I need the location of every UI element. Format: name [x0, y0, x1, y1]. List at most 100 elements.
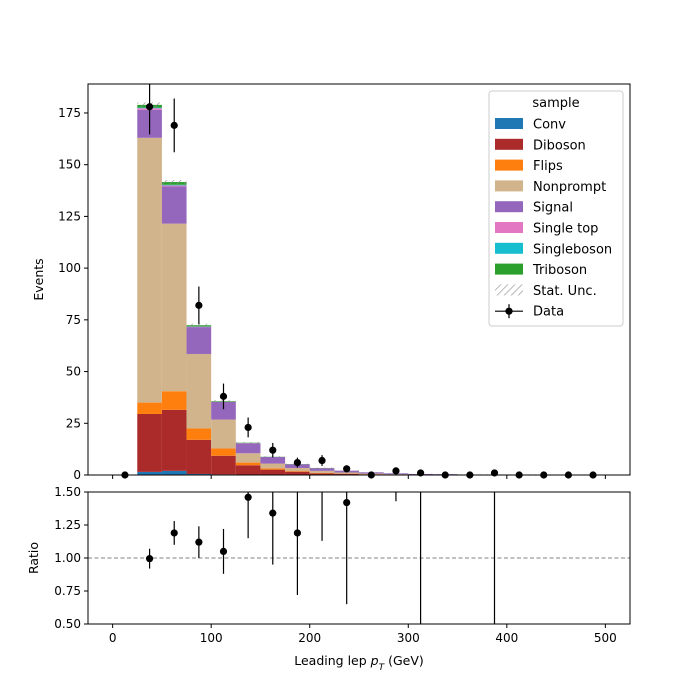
ratio-point-4: [244, 493, 252, 501]
legend-swatch-single-top: [495, 222, 523, 233]
ratio-point-3: [219, 547, 228, 556]
bar-diboson-bin-3: [186, 439, 212, 474]
data-point-11: [392, 467, 400, 475]
bar-diboson-bin-1: [137, 413, 162, 472]
data-point-4: [219, 392, 228, 400]
x-axis-label-main: Leading lep: [294, 653, 370, 668]
data-point-7: [293, 458, 302, 467]
main-y-tick-label-100: 100: [58, 261, 81, 275]
bar-nonprompt-bin-2: [161, 223, 187, 392]
data-point-8: [318, 456, 326, 465]
bar-flips-bin-1: [137, 402, 162, 414]
main-y-tick-label-125: 125: [58, 209, 81, 223]
x-axis-label-subscript: T: [379, 663, 386, 673]
ratio-point-6: [293, 529, 302, 537]
bar-signal-bin-5: [235, 443, 261, 454]
legend-swatch-flips: [495, 159, 523, 171]
legend-swatch-conv: [495, 118, 523, 129]
legend-label-nonprompt: Nonprompt: [533, 180, 606, 195]
ratio-y-tick-label-1: 0.75: [54, 584, 81, 598]
bar-nonprompt-bin-9: [334, 472, 359, 474]
data-point-6: [269, 446, 277, 454]
bar-diboson-bin-8: [309, 473, 335, 475]
ratio-x-tick-label-200: 200: [298, 631, 321, 645]
ratio-x-tick-label-300: 300: [397, 631, 420, 645]
bar-nonprompt-bin-1: [137, 137, 162, 403]
bar-conv-bin-2: [161, 470, 187, 475]
ratio-point-0: [145, 555, 154, 563]
bar-diboson-bin-2: [161, 409, 187, 471]
stat-unc-bin-8: [309, 467, 335, 469]
bar-conv-bin-3: [186, 473, 212, 475]
ratio-y-tick-label-2: 1.00: [54, 551, 81, 565]
ratio-y-ticks: 0.50 0.75 1.00 1.25 1.50: [54, 485, 88, 631]
stacked-bars: [137, 104, 557, 475]
legend-label-data: Data: [533, 305, 564, 320]
bar-flips-bin-6: [260, 468, 286, 470]
ratio-point-1: [170, 529, 178, 537]
legend: sample Conv Diboson Flips Nonprompt Signal Sin…: [488, 90, 624, 327]
stat-unc-bin-2: [161, 179, 187, 185]
bar-signal-bin-3: [186, 327, 212, 354]
ratio-x-ticks: 0 100 200 300 400 500: [109, 624, 617, 645]
data-point-3: [195, 301, 203, 309]
legend-label-triboson: Triboson: [532, 263, 587, 278]
bar-diboson-bin-6: [260, 469, 286, 475]
bar-flips-bin-7: [285, 471, 310, 472]
bar-flips-bin-2: [161, 391, 187, 410]
main-plot-frame: [87, 83, 631, 476]
data-point-1: [145, 103, 154, 111]
legend-title: sample: [532, 96, 579, 111]
y-axis-label: Events: [31, 258, 46, 300]
main-y-tick-label-75: 75: [66, 313, 81, 327]
legend-swatch-signal: [495, 201, 523, 213]
bar-signal-bin-6: [260, 457, 286, 464]
legend-label-signal: Signal: [533, 201, 573, 216]
x-axis-label-unit: (GeV): [384, 653, 424, 668]
bar-nonprompt-bin-7: [285, 467, 310, 472]
main-x-ticks: [112, 475, 606, 479]
bar-diboson-bin-9: [334, 473, 359, 475]
stat-unc-bin-3: [186, 323, 212, 327]
ratio-y-tick-label-0: 0.50: [54, 617, 81, 631]
bar-conv-bin-1: [137, 471, 162, 475]
bar-flips-bin-3: [186, 428, 212, 440]
legend-swatch-triboson: [495, 263, 523, 275]
bar-single-top-bin-2: [161, 185, 187, 187]
ratio-x-tick-label-400: 400: [495, 631, 518, 645]
ratio-point-8: [343, 498, 351, 507]
ratio-x-tick-label-100: 100: [200, 631, 223, 645]
legend-swatch-diboson: [495, 138, 523, 150]
x-axis-label: Leading lep pT (GeV): [294, 653, 424, 673]
bar-signal-bin-2: [161, 186, 187, 224]
data-point-9: [343, 465, 351, 473]
legend-label-conv: Conv: [533, 118, 566, 133]
ratio-y-tick-label-3: 1.25: [54, 518, 81, 532]
ratio-points: [145, 492, 496, 624]
ratio-y-tick-label-4: 1.50: [54, 485, 81, 499]
ratio-y-axis-label: Ratio: [26, 542, 41, 574]
legend-label-singleboson: Singleboson: [533, 242, 612, 257]
data-point-5: [244, 423, 252, 432]
bar-nonprompt-bin-5: [235, 453, 261, 463]
legend-label-stat-unc-: Stat. Unc.: [533, 284, 597, 299]
data-point-2: [170, 121, 178, 129]
main-y-tick-label-25: 25: [66, 416, 81, 430]
legend-label-diboson: Diboson: [533, 138, 586, 153]
ratio-point-2: [195, 538, 203, 546]
ratio-panel: 0 100 200 300 400 500 0.50 0.75 1.00 1.25 1.50 Ra…: [26, 485, 631, 673]
bar-nonprompt-bin-4: [211, 419, 236, 449]
ratio-x-tick-label-500: 500: [594, 631, 617, 645]
ratio-x-tick-label-0: 0: [109, 631, 117, 645]
bar-singleboson-bin-2: [161, 184, 187, 186]
main-y-tick-label-0: 0: [73, 468, 81, 482]
bar-signal-bin-8: [309, 468, 335, 471]
legend-swatch-singleboson: [495, 242, 523, 254]
bar-nonprompt-bin-6: [260, 463, 286, 469]
bar-diboson-bin-5: [235, 465, 261, 475]
stat-unc-bin-5: [235, 442, 261, 444]
bar-nonprompt-bin-3: [186, 353, 212, 429]
bar-nonprompt-bin-8: [309, 470, 335, 473]
legend-label-flips: Flips: [533, 159, 563, 174]
